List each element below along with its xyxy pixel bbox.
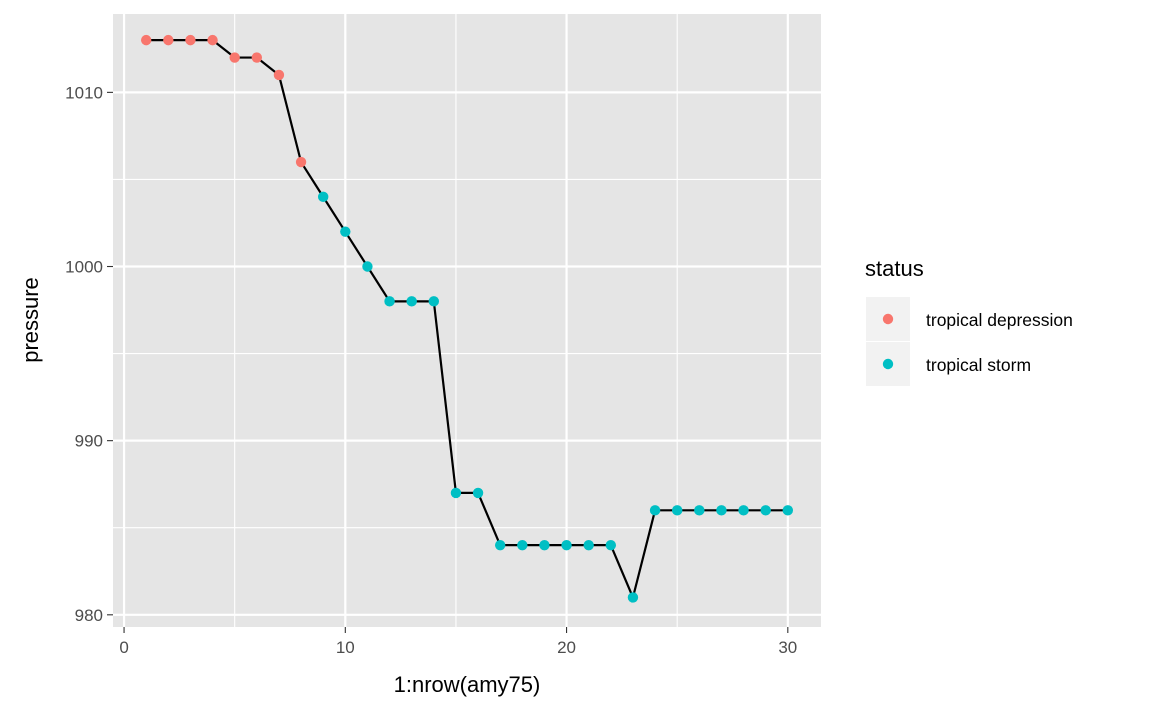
legend-label-tropical-storm: tropical storm	[926, 355, 1031, 375]
data-point	[605, 539, 617, 551]
data-point	[649, 505, 661, 516]
data-points	[140, 34, 794, 603]
major-grid	[113, 14, 821, 627]
x-tick-labels: 0 10 20 30	[119, 638, 797, 657]
legend-entry-tropical-storm: tropical storm	[866, 342, 1031, 386]
x-tick-label: 30	[778, 638, 797, 657]
data-point	[340, 226, 351, 237]
data-point	[561, 539, 572, 551]
data-point	[583, 539, 594, 551]
x-axis-title: 1:nrow(amy75)	[394, 672, 541, 697]
legend-label-tropical-depression: tropical depression	[926, 310, 1073, 330]
data-point	[384, 296, 395, 307]
plot-panel	[113, 14, 821, 627]
data-point	[163, 34, 174, 46]
data-point	[760, 505, 771, 516]
data-point	[627, 592, 639, 603]
data-point	[185, 34, 196, 46]
y-tick-labels: 980 990 1000 1010	[65, 83, 103, 624]
data-point	[317, 191, 329, 203]
data-point	[251, 52, 263, 63]
legend-title: status	[865, 256, 924, 281]
data-point	[494, 539, 506, 551]
y-tick-label: 980	[75, 606, 103, 625]
legend-entry-tropical-depression: tropical depression	[866, 297, 1073, 341]
data-point	[406, 296, 417, 307]
data-point	[295, 156, 307, 168]
y-axis-title: pressure	[18, 277, 43, 363]
x-tick-label: 0	[119, 638, 128, 657]
legend-key-tropical-depression	[882, 313, 894, 325]
x-tick-label: 20	[557, 638, 576, 657]
data-point	[517, 539, 528, 551]
data-point	[229, 52, 240, 63]
data-point	[472, 487, 484, 499]
minor-grid	[113, 14, 821, 627]
data-point	[362, 261, 373, 272]
data-point	[716, 505, 727, 516]
data-point	[671, 505, 683, 516]
y-tick-label: 990	[75, 432, 103, 451]
data-point	[450, 487, 462, 499]
x-tick-label: 10	[336, 638, 355, 657]
data-point	[694, 505, 705, 516]
axis-ticks	[107, 91, 789, 633]
data-point	[782, 505, 794, 516]
y-tick-label: 1010	[65, 83, 103, 102]
data-point	[428, 296, 440, 307]
y-tick-label: 1000	[65, 258, 103, 277]
data-point	[738, 505, 749, 516]
data-point	[207, 34, 218, 46]
legend-key-tropical-storm	[882, 358, 894, 370]
data-point	[140, 34, 152, 46]
legend: status tropical depression tropical stor…	[865, 256, 1073, 386]
data-point	[273, 69, 285, 81]
data-point	[539, 539, 550, 551]
